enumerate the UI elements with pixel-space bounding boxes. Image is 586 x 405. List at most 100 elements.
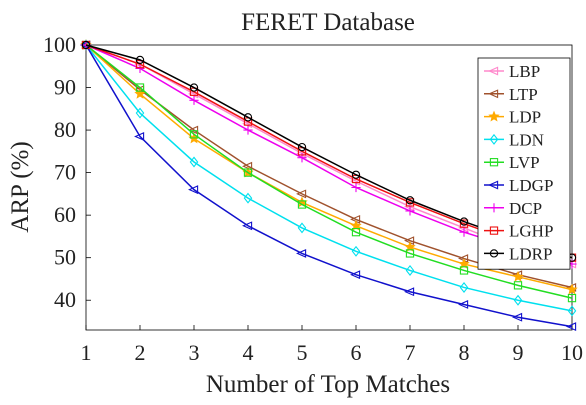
data-point-marker: [405, 249, 415, 258]
x-tick-label: 8: [459, 340, 470, 365]
data-point-marker: [243, 113, 253, 122]
data-point-marker: [297, 142, 307, 152]
plot-frame: [85, 44, 573, 331]
data-point-marker: [489, 203, 499, 213]
legend-item-lghp: LGHP: [484, 222, 553, 241]
data-point-marker: [405, 196, 415, 205]
data-point-marker: [566, 322, 577, 332]
x-tick-label: 10: [561, 340, 583, 365]
series-line-lvp: [85, 44, 573, 299]
data-point-marker: [488, 89, 499, 99]
data-point-marker: [296, 248, 307, 258]
data-point-marker: [297, 200, 307, 209]
x-tick-label: 9: [513, 340, 524, 365]
data-point-marker: [488, 180, 499, 190]
legend-label: LTP: [509, 85, 538, 104]
data-point-marker: [512, 270, 524, 282]
data-point-marker: [135, 55, 145, 65]
legend-item-ldgp: LDGP: [484, 176, 553, 195]
legend: LBP LTP LDP LDN LVP LDGP DCP LGHP LDRP: [477, 57, 571, 270]
data-point-marker: [512, 312, 523, 322]
y-tick-label: 60: [54, 202, 76, 227]
legend-item-ltp: LTP: [484, 85, 538, 104]
data-point-marker: [459, 266, 469, 275]
legend-item-ldn: LDN: [484, 130, 544, 149]
legend-label: LGHP: [509, 222, 553, 241]
x-tick-label: 1: [81, 340, 92, 365]
x-tick-label: 3: [189, 340, 200, 365]
series-line-ldn: [85, 44, 573, 312]
data-point-marker: [243, 192, 253, 204]
series-ldn: [81, 39, 577, 317]
legend-item-lbp: LBP: [484, 62, 540, 81]
y-tick-label: 100: [43, 32, 76, 57]
legend-label: LDP: [509, 108, 541, 127]
x-axis-label: Number of Top Matches: [206, 371, 450, 398]
data-point-marker: [351, 228, 361, 237]
data-point-marker: [134, 132, 145, 141]
data-point-marker: [488, 110, 500, 122]
x-tick-label: 4: [243, 340, 254, 365]
data-point-marker: [134, 87, 146, 99]
x-tick-label: 5: [297, 340, 308, 365]
data-point-marker: [458, 300, 469, 309]
data-point-marker: [189, 95, 199, 105]
y-axis-label: ARP (%): [7, 141, 34, 232]
data-point-marker: [566, 283, 578, 295]
data-point-marker: [489, 158, 499, 167]
legend-label: DCP: [509, 199, 542, 218]
data-point-marker: [489, 249, 499, 258]
data-point-marker: [459, 281, 469, 293]
chart-title: FERET Database: [241, 9, 415, 36]
x-tick-label: 7: [405, 340, 416, 365]
data-point-marker: [513, 281, 523, 290]
data-point-marker: [296, 189, 307, 199]
x-tick-label: 2: [135, 340, 146, 365]
data-point-marker: [459, 227, 469, 237]
series-line-ldgp: [85, 44, 573, 328]
data-point-marker: [135, 83, 145, 92]
data-point-marker: [243, 168, 253, 177]
legend-item-lvp: LVP: [484, 153, 540, 172]
series-ldgp: [80, 40, 577, 332]
data-point-marker: [459, 219, 469, 228]
data-point-marker: [135, 63, 145, 73]
data-point-marker: [404, 287, 415, 297]
y-tick-label: 70: [54, 160, 76, 185]
data-point-marker: [81, 40, 91, 50]
data-point-marker: [243, 125, 253, 135]
legend-label: LDGP: [509, 176, 553, 195]
legend-item-ldrp: LDRP: [484, 244, 552, 263]
data-point-marker: [351, 245, 361, 257]
data-point-marker: [489, 133, 499, 145]
data-point-marker: [489, 226, 499, 235]
data-point-marker: [189, 156, 199, 168]
data-point-marker: [513, 294, 523, 306]
data-point-marker: [488, 66, 499, 76]
data-point-marker: [567, 293, 577, 303]
y-tick-label: 40: [54, 287, 76, 312]
series-line-ldp: [85, 44, 573, 291]
legend-item-ldp: LDP: [484, 108, 541, 127]
legend-label: LDN: [509, 130, 544, 149]
data-point-marker: [189, 130, 199, 139]
legend-item-dcp: DCP: [484, 199, 542, 218]
legend-label: LBP: [509, 62, 540, 81]
data-point-marker: [567, 305, 577, 317]
data-point-marker: [188, 185, 199, 195]
data-point-marker: [189, 83, 199, 92]
y-tick-label: 90: [54, 75, 76, 100]
data-point-marker: [350, 270, 361, 280]
y-tick-label: 50: [54, 245, 76, 270]
data-point-marker: [405, 206, 415, 216]
data-point-marker: [351, 182, 361, 193]
data-point-marker: [297, 222, 307, 234]
legend-label: LVP: [509, 153, 540, 172]
data-point-marker: [242, 221, 253, 231]
data-point-marker: [135, 107, 145, 119]
data-point-marker: [188, 125, 199, 135]
data-point-marker: [405, 264, 415, 276]
y-tick-label: 80: [54, 117, 76, 142]
x-tick-label: 6: [351, 340, 362, 365]
